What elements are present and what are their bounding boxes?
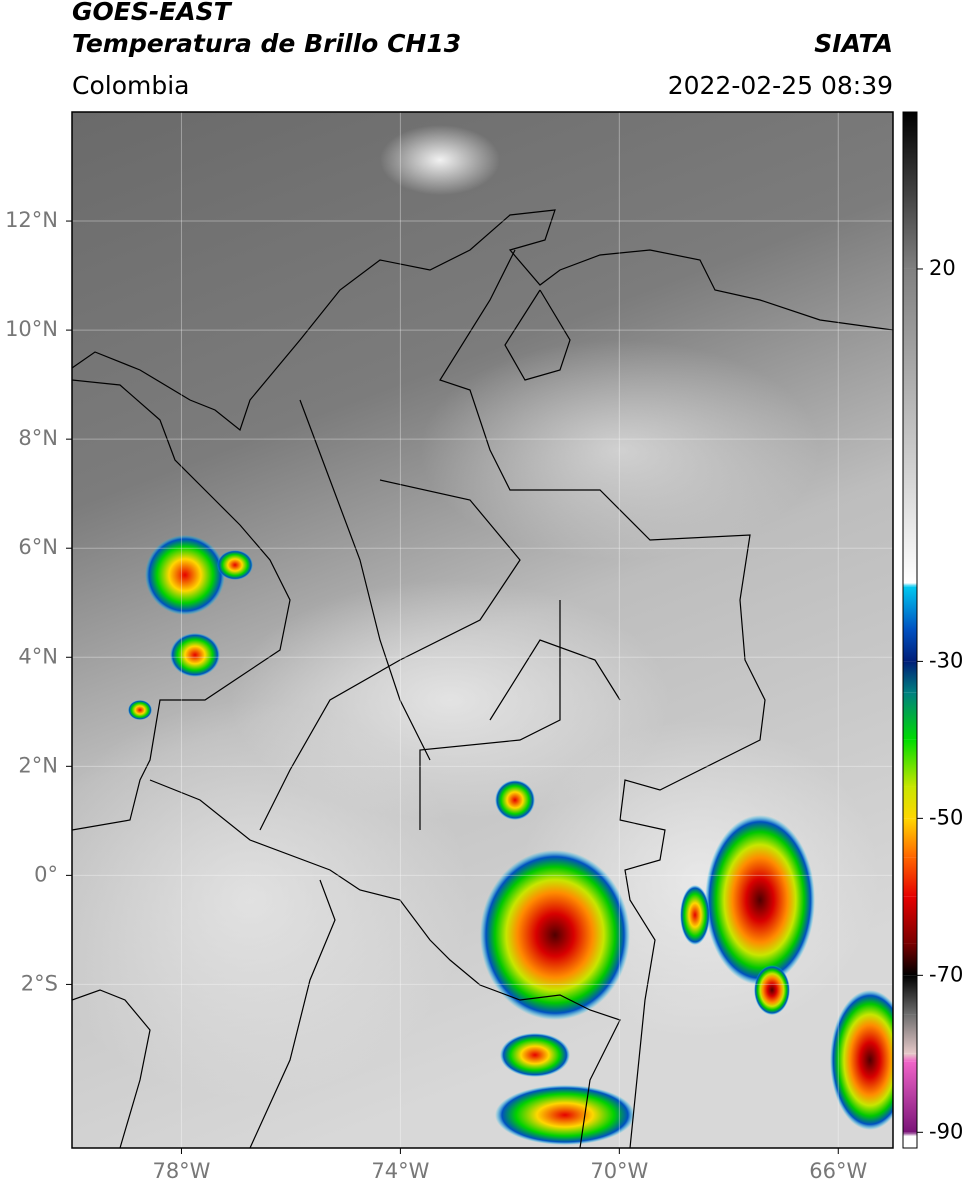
x-tick-label: 74°W — [371, 1159, 429, 1183]
colorbar-segment — [903, 739, 917, 787]
colorbar-segment — [903, 857, 917, 897]
colorbar — [903, 112, 917, 1148]
colorbar-segment — [903, 1132, 917, 1137]
y-tick-label: 12°N — [5, 208, 58, 232]
colorbar-segment — [903, 661, 917, 693]
colorbar-segment — [903, 975, 917, 1015]
grid — [72, 112, 893, 1148]
colorbar-segment — [903, 786, 917, 819]
x-tick-label: 78°W — [152, 1159, 210, 1183]
boundaries — [72, 209, 893, 1148]
colorbar-segment — [903, 1061, 917, 1133]
colorbar-segment — [903, 692, 917, 740]
y-tick-label: 2°N — [18, 753, 58, 777]
y-tick-label: 6°N — [18, 535, 58, 559]
colorbar-segment — [903, 1014, 917, 1054]
map-imagery — [72, 112, 893, 1148]
region: Colombia — [72, 71, 189, 100]
colorbar-segment — [903, 1053, 917, 1062]
y-tick-label: 10°N — [5, 317, 58, 341]
colorbar-segment — [903, 630, 917, 662]
y-tick-label: 0° — [34, 862, 58, 886]
colorbar-segment — [903, 112, 917, 269]
colorbar-frame — [902, 111, 918, 1149]
colorbar-tick-label: -30 — [929, 648, 963, 672]
map-frame — [71, 111, 894, 1149]
source: SIATA — [814, 29, 893, 58]
colorbar-segment — [903, 582, 917, 587]
colorbar-tick-label: -50 — [929, 805, 963, 829]
colorbar-tick-label: -90 — [929, 1119, 963, 1143]
colorbar-segment — [903, 268, 917, 583]
y-tick-label: 8°N — [18, 426, 58, 450]
colorbar-segment — [903, 896, 917, 944]
y-tick-label: 2°S — [21, 971, 58, 995]
product: Temperatura de Brillo CH13 — [72, 29, 461, 58]
colorbar-tick-label: 20 — [929, 256, 956, 280]
colorbar-segment — [903, 818, 917, 858]
x-tick-label: 70°W — [590, 1159, 648, 1183]
colorbar-segment — [903, 943, 917, 976]
y-tick-label: 4°N — [18, 644, 58, 668]
colorbar-segment — [903, 1136, 917, 1148]
colorbar-segment — [903, 586, 917, 630]
colorbar-tick-label: -70 — [929, 962, 963, 986]
x-tick-label: 66°W — [809, 1159, 867, 1183]
satellite: GOES-EAST — [72, 0, 233, 26]
datetime: 2022-02-25 08:39 — [668, 71, 893, 100]
